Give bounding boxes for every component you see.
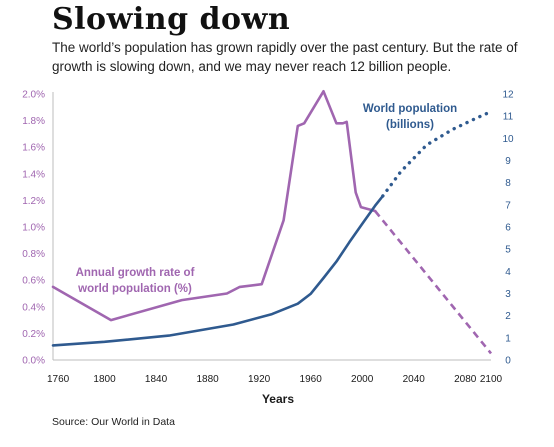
x-tick-label: 1800: [93, 374, 116, 385]
growth-rate-annotation: world population (%): [77, 283, 192, 295]
y-left-tick-label: 0.0%: [22, 356, 45, 367]
y-right-tick-label: 9: [505, 156, 511, 167]
y-left-tick-label: 0.2%: [22, 329, 45, 340]
y-left-tick-label: 1.8%: [22, 116, 45, 127]
x-tick-label: 2040: [403, 374, 426, 385]
chart-title: Slowing down: [52, 2, 291, 37]
x-tick-label: 1880: [196, 374, 219, 385]
population-projection-line: [381, 110, 493, 198]
y-left-tick-label: 1.4%: [22, 169, 45, 180]
y-right-tick-label: 2: [505, 311, 511, 322]
y-right-tick-label: 6: [505, 223, 511, 234]
y-left-tick-label: 2.0%: [22, 90, 45, 101]
x-tick-label: 1960: [300, 374, 323, 385]
population-annotation: (billions): [386, 119, 434, 131]
y-right-tick-label: 3: [505, 289, 511, 300]
y-left-tick-label: 1.2%: [22, 196, 45, 207]
y-right-tick-label: 8: [505, 178, 511, 189]
y-right-tick-label: 12: [502, 90, 514, 101]
growth-rate-line: [51, 90, 377, 322]
y-right-tick-label: 10: [502, 134, 514, 145]
chart-subtitle: The world’s population has grown rapidly…: [52, 40, 518, 74]
x-axis-label: Years: [262, 392, 294, 406]
population-annotation: World population: [363, 103, 457, 115]
y-left-tick-label: 0.8%: [22, 249, 45, 260]
source-note: Source: Our World in Data: [52, 416, 175, 428]
x-tick-label: 2080: [454, 374, 477, 385]
x-tick-label: 2000: [351, 374, 374, 385]
population-line: [51, 194, 385, 347]
y-left-tick-label: 1.0%: [22, 223, 45, 234]
y-left-tick-label: 0.4%: [22, 302, 45, 313]
x-tick-label: 1840: [145, 374, 168, 385]
y-left-tick-label: 1.6%: [22, 143, 45, 154]
y-right-tick-label: 7: [505, 200, 511, 211]
y-left-tick-label: 0.6%: [22, 276, 45, 287]
y-right-tick-label: 0: [505, 356, 511, 367]
y-right-tick-label: 5: [505, 245, 511, 256]
y-right-tick-label: 4: [505, 267, 511, 278]
growth-rate-projection-line: [374, 210, 493, 355]
y-right-tick-label: 1: [505, 333, 511, 344]
x-tick-label: 2100: [480, 374, 503, 385]
x-tick-label: 1920: [248, 374, 271, 385]
growth-rate-annotation: Annual growth rate of: [76, 267, 195, 279]
x-tick-label: 1760: [47, 374, 70, 385]
y-right-tick-label: 11: [503, 112, 514, 123]
